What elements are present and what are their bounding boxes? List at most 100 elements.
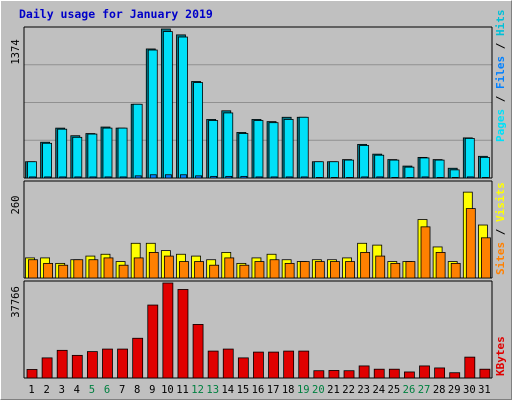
sites-bar-day-22 <box>345 261 355 279</box>
day-label-12: 12 <box>191 384 204 396</box>
files-bar-day-13 <box>208 120 219 179</box>
pages-bar-day-14 <box>225 175 233 179</box>
files-bar-day-1 <box>27 161 37 179</box>
sites-bar-day-27 <box>420 226 431 279</box>
kbytes-bar-day-4 <box>71 354 83 379</box>
pages-bar-day-24 <box>376 176 384 179</box>
kbytes-bar-day-31 <box>479 368 491 379</box>
files-bar-day-5 <box>87 133 98 179</box>
files-bar-day-9 <box>147 49 158 179</box>
day-label-1: 1 <box>28 384 34 396</box>
kbytes-bar-day-17 <box>268 351 279 379</box>
kbytes-bar-day-18 <box>283 350 295 379</box>
sites-bar-day-4 <box>73 259 84 279</box>
pages-bar-day-21 <box>331 177 338 179</box>
files-bar-day-22 <box>344 159 354 179</box>
pages-bar-day-27 <box>421 176 429 179</box>
kbytes-bar-day-24 <box>373 368 385 379</box>
pages-bar-day-2 <box>44 176 51 179</box>
kbytes-bar-day-12 <box>192 324 204 379</box>
sites-bar-day-5 <box>88 259 99 279</box>
pages-bar-day-1 <box>29 176 36 179</box>
sites-bar-day-15 <box>239 264 250 279</box>
chart-title: Daily usage for January 2019 <box>19 7 213 21</box>
day-label-11: 11 <box>176 384 189 396</box>
day-label-10: 10 <box>161 384 174 396</box>
files-bar-day-11 <box>178 36 188 179</box>
kbytes-bar-day-20 <box>313 370 325 379</box>
sites-bar-day-20 <box>314 261 325 279</box>
sites-bar-day-6 <box>103 257 114 279</box>
sites-bar-day-17 <box>269 259 280 279</box>
chart-bars <box>25 28 491 379</box>
files-bar-day-15 <box>238 133 249 179</box>
files-bar-day-31 <box>480 156 490 179</box>
sites-bar-day-18 <box>284 262 295 279</box>
sites-bar-day-31 <box>481 237 491 279</box>
kbytes-bar-day-6 <box>102 348 113 379</box>
sites-bar-day-16 <box>254 261 265 279</box>
files-bar-day-25 <box>389 159 400 179</box>
sites-bar-day-12 <box>194 261 204 279</box>
kbytes-bar-day-3 <box>56 349 68 379</box>
kbytes-bar-day-30 <box>464 356 476 379</box>
sites-bar-day-7 <box>118 264 129 279</box>
files-bar-day-17 <box>268 122 279 179</box>
files-bar-day-2 <box>42 142 52 179</box>
ymax-label-top: 1374 <box>10 39 22 64</box>
day-label-6: 6 <box>104 384 110 396</box>
sites-bar-day-13 <box>209 264 220 279</box>
day-label-25: 25 <box>388 384 401 396</box>
files-bar-day-3 <box>57 128 68 179</box>
pages-bar-day-6 <box>104 176 112 179</box>
pages-bar-day-9 <box>149 174 157 179</box>
kbytes-bar-day-27 <box>419 365 430 379</box>
files-bar-day-20 <box>313 161 324 179</box>
pages-bar-day-11 <box>180 174 187 179</box>
pages-bar-day-28 <box>436 177 444 179</box>
files-bar-day-21 <box>329 161 339 179</box>
pages-bar-day-22 <box>346 177 353 179</box>
kbytes-bar-day-29 <box>449 372 461 379</box>
ymax-label-bot: 37766 <box>10 286 22 318</box>
pages-bar-day-19 <box>300 176 308 179</box>
pages-bar-day-12 <box>195 175 202 179</box>
kbytes-bar-day-1 <box>26 369 38 379</box>
day-label-17: 17 <box>267 384 280 396</box>
pages-bar-day-10 <box>164 174 172 179</box>
legend-sep-3: / <box>494 222 507 242</box>
sites-bar-day-24 <box>375 255 386 279</box>
day-label-27: 27 <box>418 384 431 396</box>
kbytes-bar-day-22 <box>343 370 355 379</box>
kbytes-bar-day-26 <box>404 371 415 379</box>
day-label-8: 8 <box>134 384 140 396</box>
day-label-16: 16 <box>252 384 265 396</box>
sites-bar-day-11 <box>179 261 189 279</box>
day-label-21: 21 <box>327 384 340 396</box>
files-bar-day-16 <box>253 120 264 179</box>
pages-bar-day-15 <box>240 175 248 179</box>
kbytes-bar-day-11 <box>177 289 189 379</box>
pages-bar-day-30 <box>466 176 474 179</box>
sites-bar-day-28 <box>435 252 446 279</box>
day-label-19: 19 <box>297 384 310 396</box>
pages-bar-day-5 <box>89 176 97 179</box>
day-label-23: 23 <box>357 384 370 396</box>
sites-bar-day-9 <box>148 252 159 279</box>
legend-pages: Pages <box>494 109 507 142</box>
legend-sep-1: / <box>494 89 507 109</box>
day-label-29: 29 <box>448 384 461 396</box>
day-label-20: 20 <box>312 384 325 396</box>
day-label-24: 24 <box>372 384 385 396</box>
files-bar-day-4 <box>72 136 83 179</box>
files-bar-day-12 <box>193 82 203 179</box>
day-label-28: 28 <box>433 384 446 396</box>
pages-bar-day-8 <box>134 175 142 179</box>
pages-bar-day-4 <box>74 176 82 179</box>
day-label-26: 26 <box>403 384 416 396</box>
pages-bar-day-26 <box>406 177 414 179</box>
files-bar-day-26 <box>404 166 415 179</box>
files-bar-day-19 <box>298 116 309 179</box>
day-label-15: 15 <box>237 384 250 396</box>
